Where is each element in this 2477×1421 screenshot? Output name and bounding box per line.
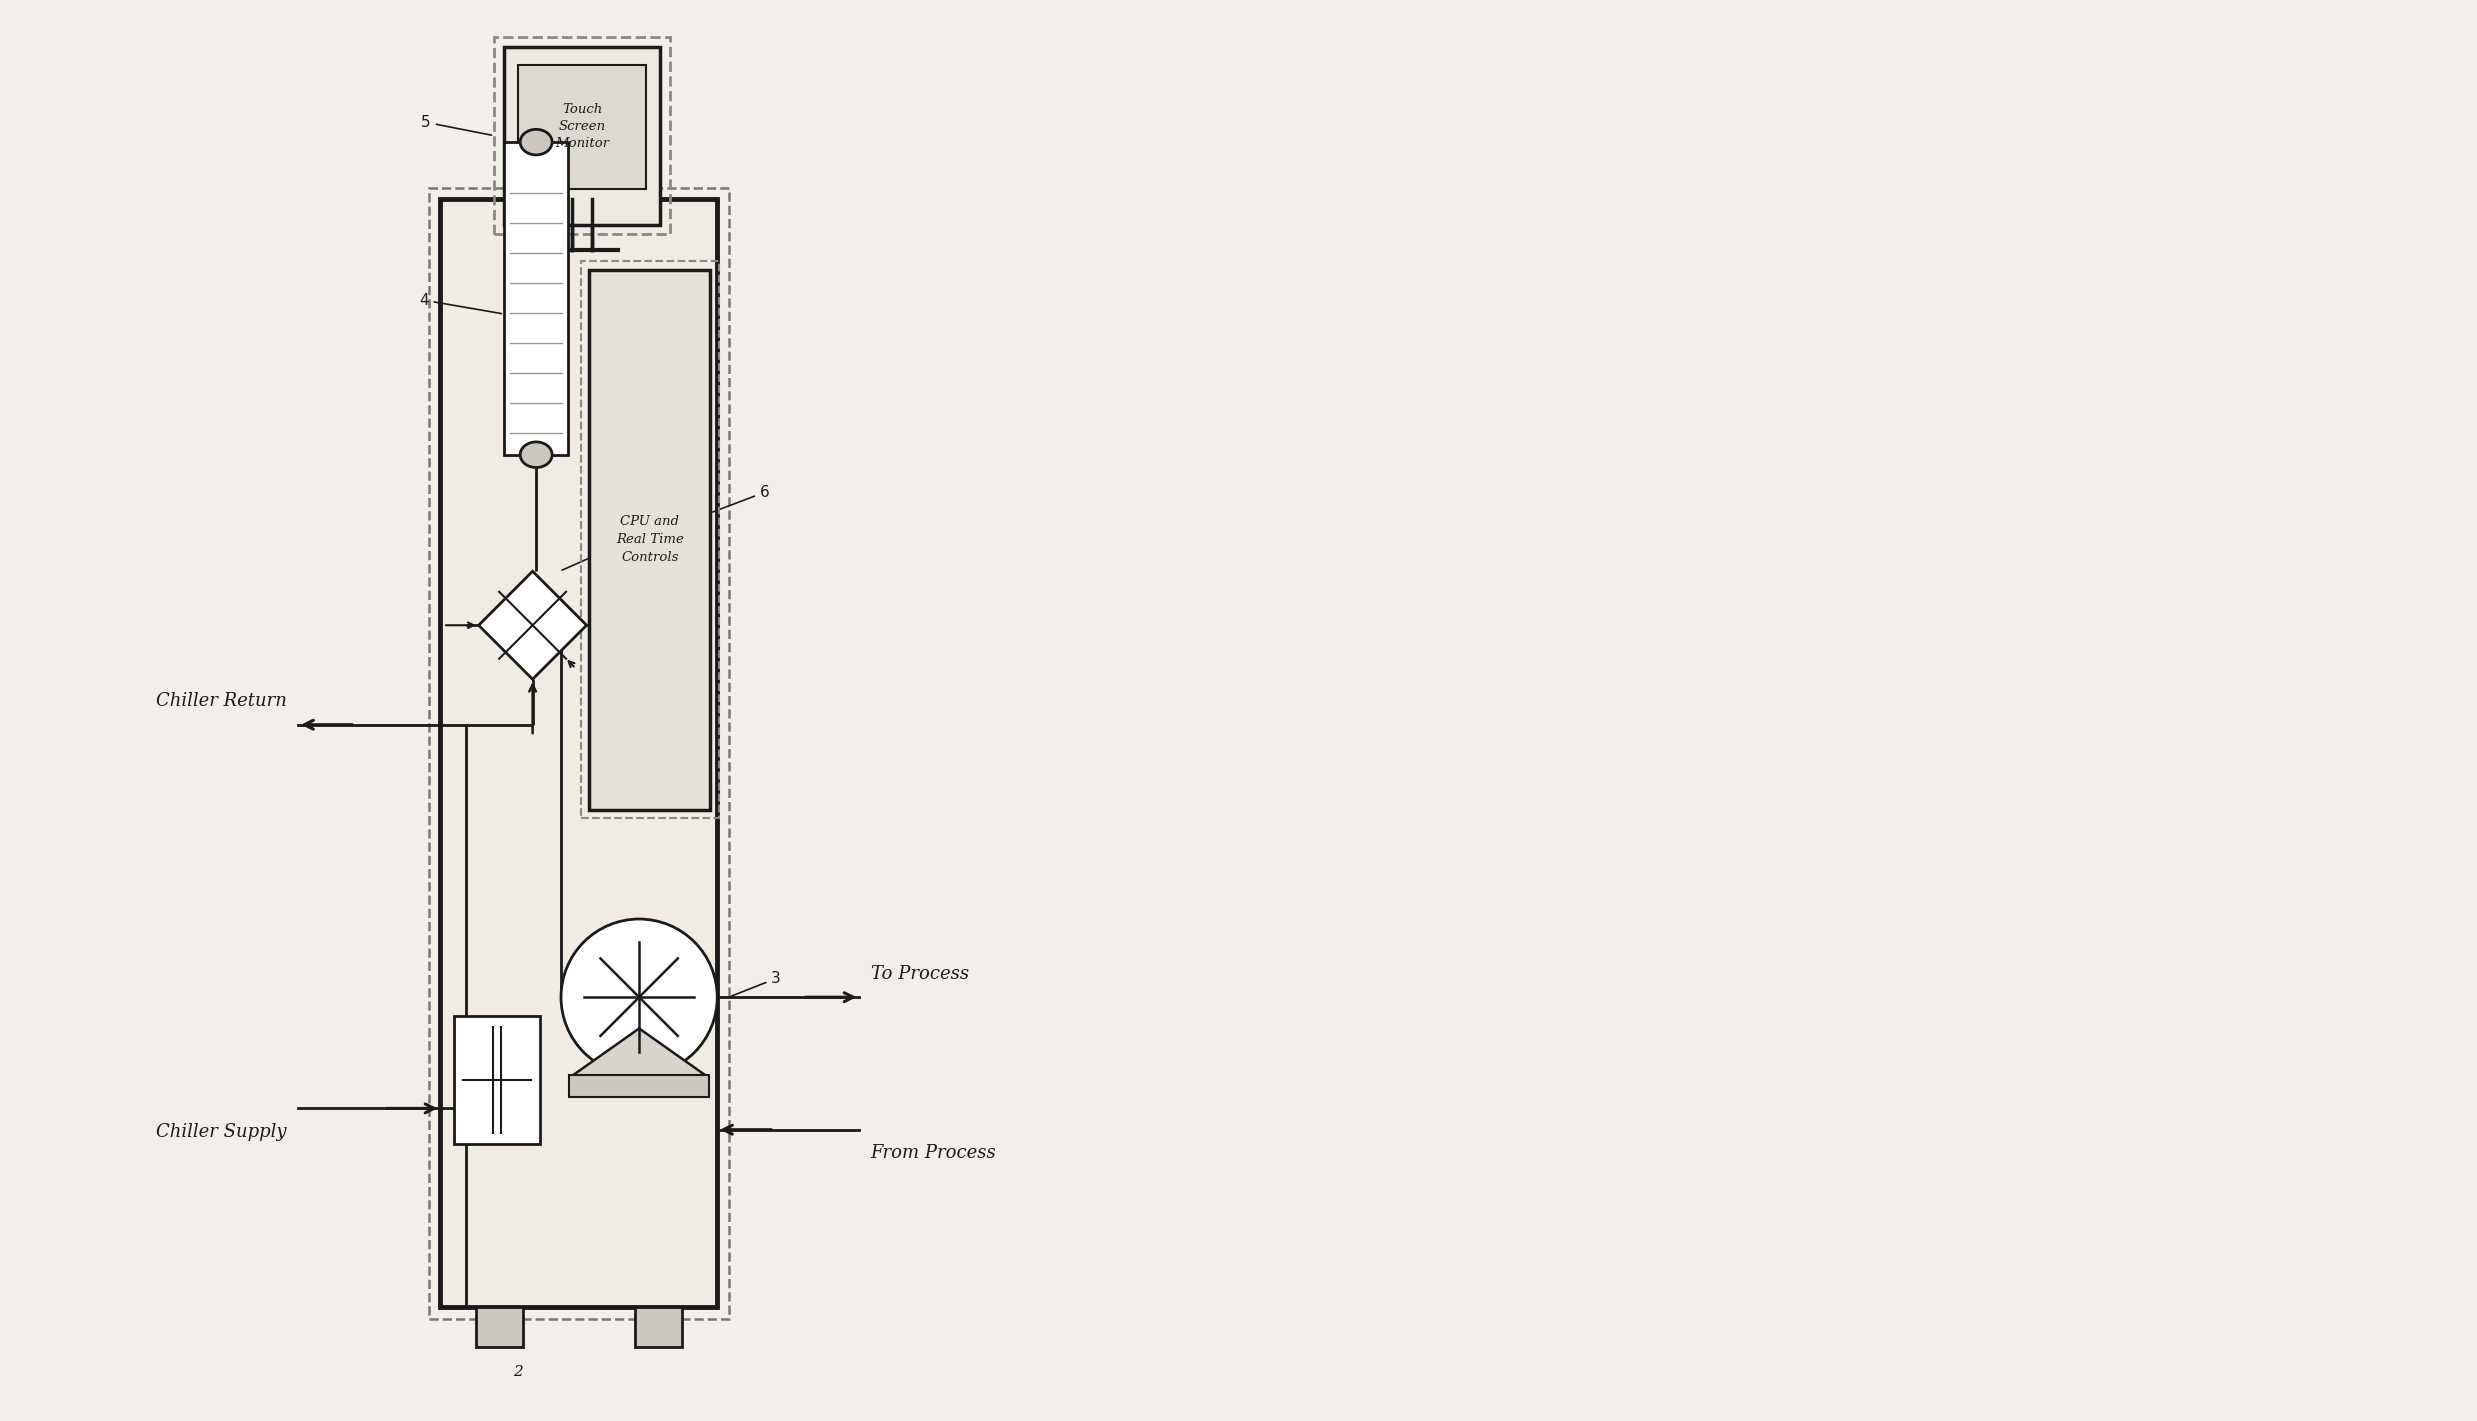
Text: From Process: From Process [869,1144,996,1162]
Bar [518,65,646,189]
Text: 5: 5 [421,115,490,135]
Text: 6: 6 [713,485,770,512]
Bar [505,142,567,455]
Bar [476,1307,523,1347]
Bar [429,188,728,1319]
Ellipse shape [520,442,552,468]
Text: Touch
Screen
Monitor: Touch Screen Monitor [555,104,609,151]
Bar [582,261,718,818]
Text: Chiller Supply: Chiller Supply [156,1123,287,1141]
Text: Chiller Return: Chiller Return [156,692,287,710]
Bar [570,1076,708,1097]
Text: 2: 2 [513,1364,523,1378]
Polygon shape [572,1029,706,1076]
Bar [634,1307,681,1347]
Text: 3: 3 [731,971,780,996]
Polygon shape [478,571,587,679]
Circle shape [560,919,718,1076]
Bar [453,1016,540,1144]
Text: 4: 4 [419,293,500,314]
Text: 1: 1 [562,531,639,570]
Text: CPU and
Real Time
Controls: CPU and Real Time Controls [617,516,684,564]
Bar [441,199,718,1307]
Ellipse shape [520,129,552,155]
Text: To Process: To Process [869,965,969,983]
Bar [590,270,711,810]
Bar [495,37,671,234]
Bar [505,47,661,225]
